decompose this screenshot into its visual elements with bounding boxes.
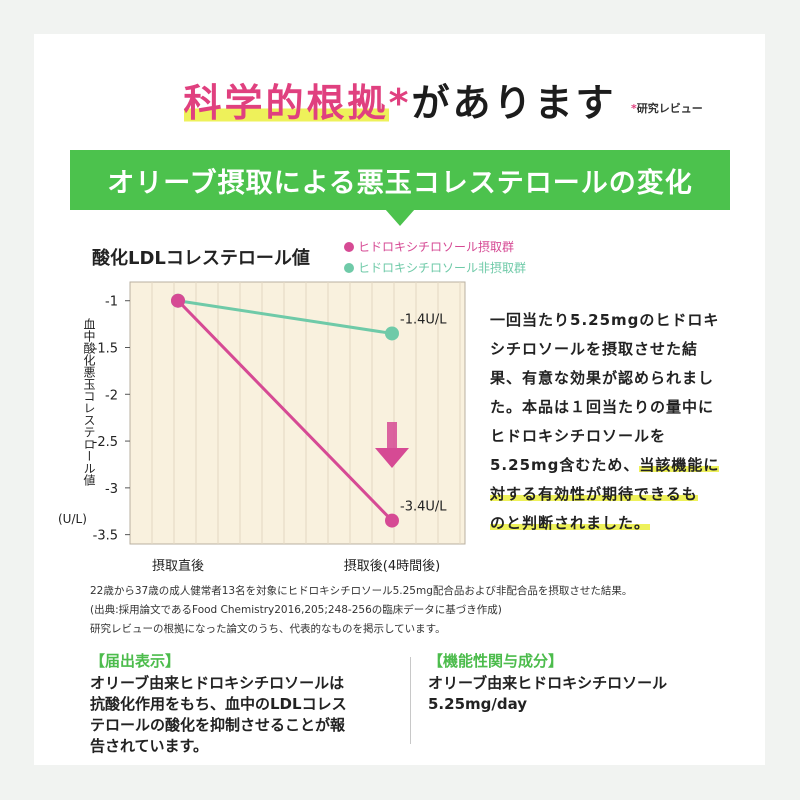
description-line: 5.25mg含むため、当該機能に <box>490 451 760 480</box>
down-arrow-shaft <box>387 422 397 448</box>
description-highlight: のと判断されました。 <box>490 514 651 532</box>
ingredient-line: オリーブ由来ヒドロキシチロソール <box>428 674 668 692</box>
notice-line: テロールの酸化を抑制させることが報 <box>90 716 346 734</box>
note-line: 研究レビューの根拠になった論文のうち、代表的なものを掲示しています。 <box>90 623 446 635</box>
banner-arrow <box>385 209 415 226</box>
plot-area <box>129 281 466 545</box>
legend-dot-nonintake <box>344 262 354 273</box>
headline: 科学的根拠*があります <box>0 72 800 127</box>
headline-asterisk: * <box>388 81 412 125</box>
notice-block: 【届出表示】 オリーブ由来ヒドロキシチロソールは 抗酸化作用をもち、血中のLDL… <box>90 650 400 757</box>
series-line <box>177 299 393 335</box>
y-axis-label: 血中酸化悪玉コレステロール値 <box>82 318 96 486</box>
ingredient-line: 5.25mg/day <box>428 695 528 713</box>
data-point <box>385 513 399 528</box>
section-divider <box>410 657 411 744</box>
description-text: 一回当たり5.25mgのヒドロキ シチロソールを摂取させた結 果、有意な効果が認… <box>490 306 760 538</box>
y-tick-label: -1.5 <box>93 342 118 357</box>
legend-item-nonintake: ヒドロキシチロソール非摂取群 <box>344 259 526 276</box>
chart-title: 酸化LDLコレステロール値 <box>92 248 310 269</box>
description-fragment: 5.25mg含むため、 <box>490 456 640 474</box>
headline-rest: があります <box>411 81 617 125</box>
description-line: 果、有意な効果が認められまし <box>490 369 715 387</box>
description-line: シチロソールを摂取させた結 <box>490 340 699 358</box>
description-highlight: 当該機能に <box>639 456 720 474</box>
legend-item-intake: ヒドロキシチロソール摂取群 <box>344 238 514 255</box>
y-tick-label: -3 <box>105 482 118 497</box>
y-axis-unit: (U/L) <box>58 512 87 526</box>
study-notes: 22歳から37歳の成人健常者13名を対象にヒドロキシチロソール5.25mg配合品… <box>90 582 632 639</box>
description-highlight: 対する有効性が期待できるも <box>490 485 698 503</box>
legend-dot-intake <box>344 241 354 252</box>
data-point <box>171 293 185 308</box>
notice-text: オリーブ由来ヒドロキシチロソールは 抗酸化作用をもち、血中のLDLコレス テロー… <box>90 673 400 757</box>
y-tick-label: -1 <box>105 295 118 310</box>
legend-label-nonintake: ヒドロキシチロソール非摂取群 <box>358 261 527 275</box>
data-point <box>385 326 399 341</box>
ingredient-text: オリーブ由来ヒドロキシチロソール 5.25mg/day <box>428 673 748 715</box>
review-note: *研究レビュー <box>631 100 703 116</box>
ingredient-heading: 【機能性関与成分】 <box>428 652 564 670</box>
description-line: 対する有効性が期待できるも <box>490 480 760 509</box>
description-line: ヒドロキシチロソールを <box>490 427 667 445</box>
note-line: (出典:採用論文であるFood Chemistry2016,205;248-25… <box>90 604 502 616</box>
down-arrow-head <box>375 448 409 468</box>
section-banner: オリーブ摂取による悪玉コレステロールの変化 <box>70 150 730 210</box>
review-note-text: 研究レビュー <box>636 102 703 115</box>
notice-heading: 【届出表示】 <box>90 652 181 670</box>
y-tick-label: -2.5 <box>93 435 118 450</box>
x-tick-label: 摂取後(4時間後) <box>344 558 440 574</box>
data-label: -3.4U/L <box>400 500 447 515</box>
notice-line: 抗酸化作用をもち、血中のLDLコレス <box>90 695 347 713</box>
data-label: -1.4U/L <box>400 312 447 327</box>
description-line: た。本品は１回当たりの量中に <box>490 398 715 416</box>
notice-line: オリーブ由来ヒドロキシチロソールは <box>90 674 345 692</box>
description-line: のと判断されました。 <box>490 509 760 538</box>
y-tick-label: -3.5 <box>93 529 118 544</box>
headline-highlight: 科学的根拠 <box>183 81 389 125</box>
legend-label-intake: ヒドロキシチロソール摂取群 <box>358 240 515 254</box>
review-note-asterisk: * <box>631 102 637 115</box>
description-line: 一回当たり5.25mgのヒドロキ <box>490 311 720 329</box>
ingredient-block: 【機能性関与成分】 オリーブ由来ヒドロキシチロソール 5.25mg/day <box>428 650 748 715</box>
y-tick-label: -2 <box>105 388 118 403</box>
x-tick-label: 摂取直後 <box>152 558 204 574</box>
banner-text: オリーブ摂取による悪玉コレステロールの変化 <box>107 167 693 199</box>
note-line: 22歳から37歳の成人健常者13名を対象にヒドロキシチロソール5.25mg配合品… <box>90 585 633 597</box>
series-line <box>176 299 394 522</box>
notice-line: 告されています。 <box>90 737 209 755</box>
